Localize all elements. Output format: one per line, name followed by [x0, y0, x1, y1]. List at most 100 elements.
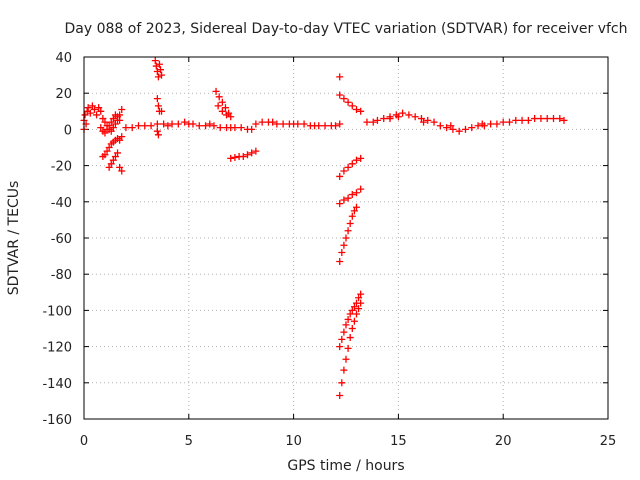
data-point: [109, 124, 117, 132]
data-point: [447, 122, 455, 130]
plot-frame: [83, 56, 609, 420]
data-point: [560, 116, 568, 124]
data-point: [369, 118, 377, 126]
data-point: [352, 105, 360, 113]
data-point: [348, 325, 356, 332]
x-axis-label: GPS time / hours: [287, 458, 404, 474]
data-point: [550, 115, 558, 123]
data-point: [363, 118, 371, 126]
data-point: [252, 147, 260, 155]
data-point: [273, 120, 281, 128]
data-point: [154, 131, 162, 139]
data-point: [248, 125, 256, 133]
axis-ticks: 0 5 10 15 20 25 -160 -140 -120 -100 -80 -60 -40 -20 0 2…: [42, 51, 616, 449]
series-spike-3.5h: [151, 57, 166, 139]
data-point: [252, 120, 260, 128]
data-point: [352, 203, 360, 211]
data-point: [338, 379, 346, 387]
y-axis-label: SDTVAR / TECUs: [6, 181, 22, 296]
data-point: [103, 147, 111, 155]
y-tick-label: -80: [51, 268, 72, 283]
data-point: [164, 122, 172, 130]
data-point: [357, 107, 365, 115]
data-point: [340, 366, 348, 374]
series-segment-7h: [227, 147, 260, 162]
data-point: [189, 120, 197, 128]
data-point: [357, 154, 365, 162]
x-tick-label: 10: [285, 434, 302, 449]
data-point: [352, 156, 360, 164]
data-point: [386, 115, 394, 123]
x-tick-label: 5: [185, 434, 193, 449]
data-point: [107, 160, 115, 168]
data-point: [157, 66, 165, 74]
data-point: [105, 163, 113, 171]
x-tick-label: 20: [495, 434, 512, 449]
data-point: [344, 315, 352, 323]
series-afternoon-band: [363, 109, 568, 135]
data-point: [524, 116, 532, 124]
series-drop-deepest: [336, 299, 365, 399]
data-marks: [80, 57, 568, 399]
data-point: [443, 124, 451, 132]
data-point: [340, 167, 348, 175]
data-point: [342, 321, 350, 329]
data-point: [487, 120, 495, 128]
y-tick-label: -60: [51, 232, 72, 247]
data-point: [436, 122, 444, 130]
data-point: [338, 335, 346, 343]
series-spike-12.2h: [336, 73, 365, 115]
data-point: [122, 124, 130, 132]
data-point: [315, 122, 323, 130]
data-point: [90, 105, 98, 113]
data-point: [116, 116, 124, 124]
y-tick-label: -40: [51, 196, 72, 211]
series-drop-lower: [336, 203, 360, 266]
data-point: [512, 116, 520, 124]
data-point: [344, 194, 352, 202]
data-point: [420, 118, 428, 126]
data-point: [336, 120, 344, 128]
data-point: [216, 124, 224, 132]
data-point: [114, 149, 122, 157]
series-drop-mid: [336, 185, 365, 208]
x-tick-label: 25: [600, 434, 617, 449]
series-drop-upper: [336, 154, 365, 180]
y-tick-label: -140: [42, 377, 72, 392]
x-tick-label: 0: [80, 434, 88, 449]
data-point: [346, 334, 354, 342]
x-tick-label: 15: [390, 434, 407, 449]
data-point: [321, 122, 329, 130]
data-point: [153, 95, 161, 103]
data-point: [468, 124, 476, 132]
series-early-cluster: [80, 102, 126, 137]
data-point: [373, 116, 381, 124]
data-point: [206, 120, 214, 128]
chart-title: Day 088 of 2023, Sidereal Day-to-day VTE…: [64, 21, 627, 37]
data-point: [212, 87, 220, 95]
data-point: [352, 189, 360, 197]
data-point: [101, 129, 109, 137]
data-point: [248, 149, 256, 157]
data-point: [99, 115, 107, 123]
data-point: [101, 151, 109, 159]
data-point: [118, 133, 126, 141]
data-point: [556, 115, 564, 123]
grid: [84, 57, 608, 419]
data-point: [336, 258, 344, 266]
data-point: [344, 344, 352, 352]
data-point: [336, 91, 344, 99]
data-point: [153, 127, 161, 135]
data-point: [357, 299, 365, 307]
data-point: [348, 191, 356, 199]
data-point: [461, 125, 469, 133]
data-point: [86, 109, 94, 117]
data-point: [336, 172, 344, 180]
y-tick-label: 0: [64, 123, 72, 138]
data-point: [294, 120, 302, 128]
data-point: [95, 104, 103, 112]
data-point: [210, 122, 218, 130]
data-point: [505, 118, 513, 126]
data-point: [499, 118, 507, 126]
data-point: [518, 116, 526, 124]
